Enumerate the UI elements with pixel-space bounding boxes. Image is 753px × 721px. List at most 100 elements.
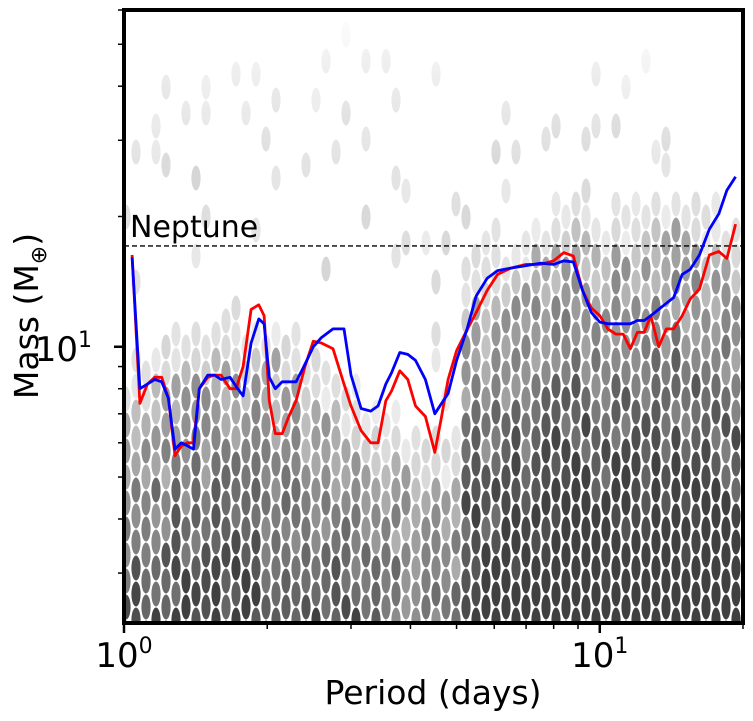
density-cell: [501, 308, 511, 334]
density-cell: [561, 334, 571, 360]
density-cell: [241, 464, 251, 490]
density-cell: [511, 529, 521, 555]
density-cell: [251, 373, 261, 399]
density-cell: [201, 334, 211, 360]
density-cell: [681, 230, 691, 256]
density-cell: [711, 503, 721, 529]
density-cell: [391, 399, 401, 425]
density-cell: [721, 412, 731, 438]
density-cell: [301, 464, 311, 490]
density-cell: [161, 568, 171, 594]
density-cell: [671, 451, 681, 477]
density-cell: [401, 464, 411, 490]
density-cell: [281, 360, 291, 386]
density-cell: [211, 555, 221, 581]
density-cell: [661, 334, 671, 360]
density-cell: [271, 477, 281, 503]
density-cell: [291, 581, 301, 607]
density-cell: [311, 607, 321, 623]
density-cell: [581, 308, 591, 334]
density-cell: [671, 217, 681, 243]
density-cell: [501, 542, 511, 568]
density-cell: [181, 412, 191, 438]
density-cell: [611, 243, 621, 269]
density-cell: [301, 516, 311, 542]
density-cell: [671, 607, 681, 623]
density-cell: [301, 412, 311, 438]
density-cell: [601, 490, 611, 516]
plot-frame: [122, 8, 745, 625]
density-cell: [691, 477, 701, 503]
density-cell: [471, 321, 481, 347]
density-cell: [471, 581, 481, 607]
density-cell: [521, 360, 531, 386]
density-cell: [431, 607, 441, 623]
density-cell: [251, 529, 261, 555]
density-cell: [321, 516, 331, 542]
density-cell: [691, 295, 701, 321]
density-cell: [301, 438, 311, 464]
density-cell: [481, 256, 491, 282]
density-cell: [191, 477, 201, 503]
density-cell: [291, 451, 301, 477]
density-cell: [441, 490, 451, 516]
density-cell: [691, 503, 701, 529]
density-cell: [641, 412, 651, 438]
density-cell: [441, 464, 451, 490]
density-cell: [461, 282, 471, 308]
density-cell: [491, 373, 501, 399]
density-cell: [571, 295, 581, 321]
density-cell: [601, 230, 611, 256]
density-cell: [151, 451, 161, 477]
density-cell: [131, 581, 141, 607]
density-cell: [221, 438, 231, 464]
density-cell: [361, 412, 371, 438]
density-cell: [291, 477, 301, 503]
density-cell: [231, 555, 241, 581]
density-cell: [491, 243, 501, 269]
density-cell: [281, 334, 291, 360]
density-cell: [661, 308, 671, 334]
density-cell: [131, 503, 141, 529]
density-cell: [491, 529, 501, 555]
density-cell: [361, 542, 371, 568]
density-cell: [341, 412, 351, 438]
density-cell: [461, 256, 471, 282]
density-cell: [491, 347, 501, 373]
density-cell: [441, 516, 451, 542]
density-cell: [491, 425, 501, 451]
density-cell: [541, 256, 551, 282]
density-cell: [351, 503, 361, 529]
density-cell: [671, 425, 681, 451]
density-cell: [491, 399, 501, 425]
density-cell: [211, 581, 221, 607]
density-cell: [461, 386, 471, 412]
density-cell: [701, 438, 711, 464]
density-cell: [401, 438, 411, 464]
density-cell: [331, 477, 341, 503]
density-cell: [231, 347, 241, 373]
density-cell: [261, 542, 271, 568]
density-cell: [311, 399, 321, 425]
density-cell: [361, 438, 371, 464]
density-cell: [731, 269, 741, 295]
density-cell: [341, 438, 351, 464]
density-cell: [271, 373, 281, 399]
density-cell: [691, 451, 701, 477]
density-cell: [311, 373, 321, 399]
density-cell: [211, 503, 221, 529]
density-cell: [661, 204, 671, 230]
density-cell: [361, 568, 371, 594]
density-cell: [201, 490, 211, 516]
density-cell: [511, 295, 521, 321]
density-cell: [721, 386, 731, 412]
density-cell: [581, 464, 591, 490]
density-cell: [581, 412, 591, 438]
density-cell: [711, 425, 721, 451]
density-cell: [651, 191, 661, 217]
density-cell: [611, 581, 621, 607]
density-cell: [731, 555, 741, 581]
density-cell: [231, 581, 241, 607]
density-cell: [291, 425, 301, 451]
density-cell: [551, 217, 561, 243]
